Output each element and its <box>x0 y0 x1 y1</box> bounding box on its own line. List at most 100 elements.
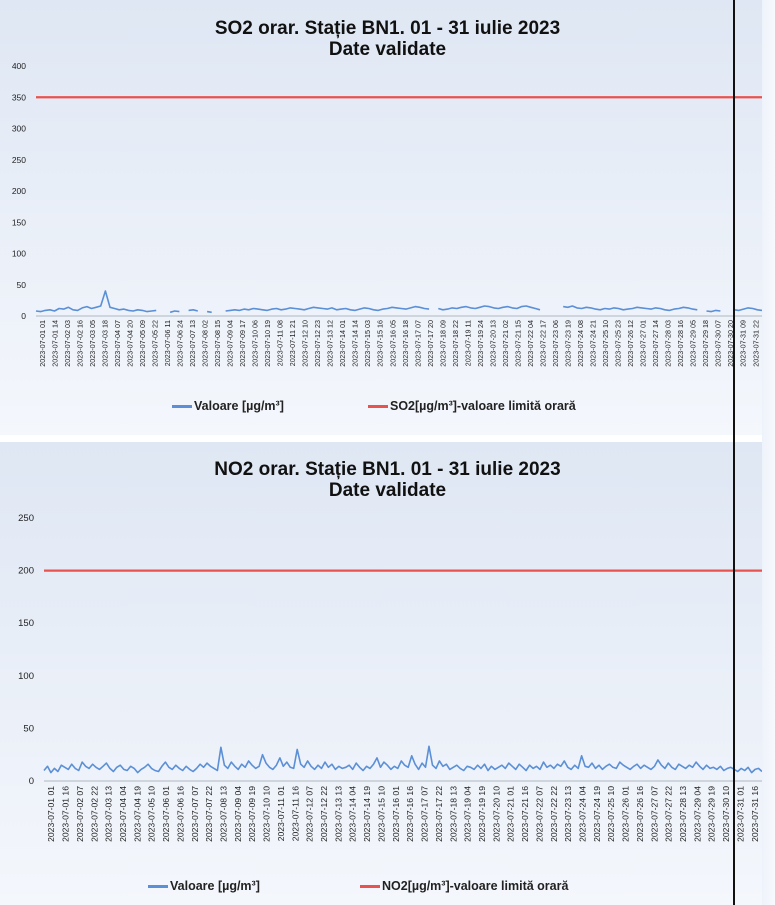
x-tick-label: 2023-07-09 04 <box>226 320 235 367</box>
x-tick-label: 2023-07-05 22 <box>150 320 159 367</box>
x-tick-label: 2023-07-01 01 <box>38 320 47 367</box>
x-tick-label: 2023-07-13 12 <box>326 320 335 367</box>
so2-chart-title: SO2 orar. Stație BN1. 01 - 31 iulie 2023… <box>0 18 775 60</box>
x-tick-label: 2023-07-01 14 <box>50 320 59 367</box>
y-tick-label: 150 <box>18 618 34 629</box>
x-tick-label: 2023-07-17 07 <box>420 786 430 842</box>
x-tick-label: 2023-07-06 16 <box>175 786 185 842</box>
scan-vertical-line <box>733 0 735 905</box>
y-tick-label: 0 <box>29 776 34 787</box>
x-tick-label: 2023-07-02 22 <box>89 786 99 842</box>
x-tick-label: 2023-07-03 05 <box>88 320 97 367</box>
x-tick-label: 2023-07-02 03 <box>63 320 72 367</box>
x-tick-label: 2023-07-15 10 <box>376 786 386 842</box>
x-tick-label: 2023-07-27 22 <box>664 786 674 842</box>
x-tick-label: 2023-07-18 09 <box>438 320 447 367</box>
x-tick-label: 2023-07-10 10 <box>262 786 272 842</box>
x-tick-label: 2023-07-31 01 <box>735 786 745 842</box>
no2-chart: 0 50 100 150 200 250 2023-07-01 01 2023-07-01 1… <box>18 513 763 842</box>
x-tick-label: 2023-07-19 24 <box>476 320 485 367</box>
x-tick-label: 2023-07-29 05 <box>689 320 698 367</box>
x-tick-label: 2023-07-03 18 <box>100 320 109 367</box>
x-tick-label: 2023-07-04 20 <box>125 320 134 367</box>
no2-subtitle: Date validate <box>328 480 447 501</box>
x-tick-label: 2023-07-11 16 <box>290 786 300 841</box>
x-tick-label: 2023-07-15 16 <box>376 320 385 367</box>
x-tick-label: 2023-07-09 04 <box>233 786 243 842</box>
y-tick-label: 150 <box>12 217 26 227</box>
y-tick-label: 0 <box>21 311 26 321</box>
x-tick-label: 2023-07-12 22 <box>319 786 329 842</box>
x-tick-label: 2023-07-11 01 <box>276 786 286 841</box>
x-tick-label: 2023-07-30 20 <box>726 320 735 367</box>
x-tick-label: 2023-07-30 07 <box>714 320 723 367</box>
y-tick-label: 200 <box>18 566 34 577</box>
x-tick-label: 2023-07-02 16 <box>75 320 84 367</box>
x-tick-label: 2023-07-11 21 <box>288 320 297 366</box>
x-tick-label: 2023-07-14 14 <box>351 320 360 367</box>
chart-panel-so2 <box>0 0 762 435</box>
y-tick-label: 250 <box>12 155 26 165</box>
x-tick-label: 2023-07-25 23 <box>614 320 623 367</box>
so2-legend-series-label: Valoare [µg/m³] <box>194 399 284 413</box>
chart-panel-no2 <box>0 442 762 905</box>
x-tick-label: 2023-07-25 10 <box>606 786 616 842</box>
x-tick-label: 2023-07-21 16 <box>520 786 530 842</box>
so2-legend-limit: SO2[µg/m³]-valoare limită orară <box>368 399 576 413</box>
x-tick-label: 2023-07-27 14 <box>651 320 660 367</box>
legend-swatch-limit <box>368 404 388 408</box>
x-tick-label: 2023-07-16 16 <box>405 786 415 842</box>
x-tick-label: 2023-07-09 17 <box>238 320 247 367</box>
x-tick-label: 2023-07-01 01 <box>46 786 56 842</box>
x-tick-label: 2023-07-05 10 <box>147 786 157 842</box>
x-tick-label: 2023-07-07 13 <box>188 320 197 367</box>
x-tick-label: 2023-07-30 10 <box>721 786 731 842</box>
x-tick-label: 2023-07-21 01 <box>506 786 516 842</box>
x-tick-label: 2023-07-29 18 <box>701 320 710 367</box>
x-tick-label: 2023-07-18 22 <box>451 320 460 367</box>
x-tick-label: 2023-07-31 16 <box>750 786 760 842</box>
x-tick-label: 2023-07-23 19 <box>564 320 573 367</box>
x-tick-label: 2023-07-07 22 <box>204 786 214 842</box>
x-tick-label: 2023-07-27 01 <box>639 320 648 367</box>
x-tick-label: 2023-07-22 04 <box>526 320 535 367</box>
x-tick-label: 2023-07-08 15 <box>213 320 222 367</box>
x-tick-label: 2023-07-12 23 <box>313 320 322 367</box>
legend-swatch-limit <box>360 884 380 888</box>
no2-chart-title: NO2 orar. Stație BN1. 01 - 31 iulie 2023… <box>0 459 775 501</box>
x-tick-label: 2023-07-31 22 <box>751 320 760 367</box>
y-tick-label: 250 <box>18 513 34 524</box>
x-tick-label: 2023-07-14 01 <box>338 320 347 367</box>
x-tick-label: 2023-07-25 10 <box>601 320 610 367</box>
x-tick-label: 2023-07-24 04 <box>578 786 588 842</box>
x-tick-label: 2023-07-15 03 <box>363 320 372 367</box>
no2-legend-limit: NO2[µg/m³]-valoare limită orară <box>360 879 568 893</box>
x-tick-label: 2023-07-20 13 <box>488 320 497 367</box>
y-tick-label: 400 <box>12 61 26 71</box>
x-tick-label: 2023-07-04 04 <box>118 786 128 842</box>
x-tick-label: 2023-07-23 06 <box>551 320 560 367</box>
x-tick-label: 2023-07-31 09 <box>739 320 748 367</box>
x-tick-label: 2023-07-19 19 <box>477 786 487 842</box>
x-tick-label: 2023-07-24 08 <box>576 320 585 367</box>
no2-legend-series-label: Valoare [µg/m³] <box>170 879 260 893</box>
x-tick-label: 2023-07-12 07 <box>305 786 315 842</box>
y-tick-label: 50 <box>17 280 27 290</box>
x-tick-label: 2023-07-16 01 <box>391 786 401 842</box>
y-tick-label: 100 <box>18 671 34 682</box>
legend-swatch-value <box>148 884 168 888</box>
so2-subtitle: Date validate <box>328 39 447 60</box>
x-tick-label: 2023-07-16 05 <box>388 320 397 367</box>
x-tick-label: 2023-07-26 16 <box>635 786 645 842</box>
x-tick-label: 2023-07-13 13 <box>333 786 343 842</box>
x-tick-label: 2023-07-23 13 <box>563 786 573 842</box>
y-tick-label: 350 <box>12 92 26 102</box>
so2-legend-series: Valoare [µg/m³] <box>172 399 284 413</box>
x-tick-label: 2023-07-28 13 <box>678 786 688 842</box>
x-tick-label: 2023-07-18 13 <box>448 786 458 842</box>
x-tick-label: 2023-07-16 18 <box>401 320 410 367</box>
x-tick-label: 2023-07-04 07 <box>113 320 122 367</box>
x-tick-label: 2023-07-21 15 <box>513 320 522 367</box>
x-tick-label: 2023-07-29 19 <box>707 786 717 842</box>
